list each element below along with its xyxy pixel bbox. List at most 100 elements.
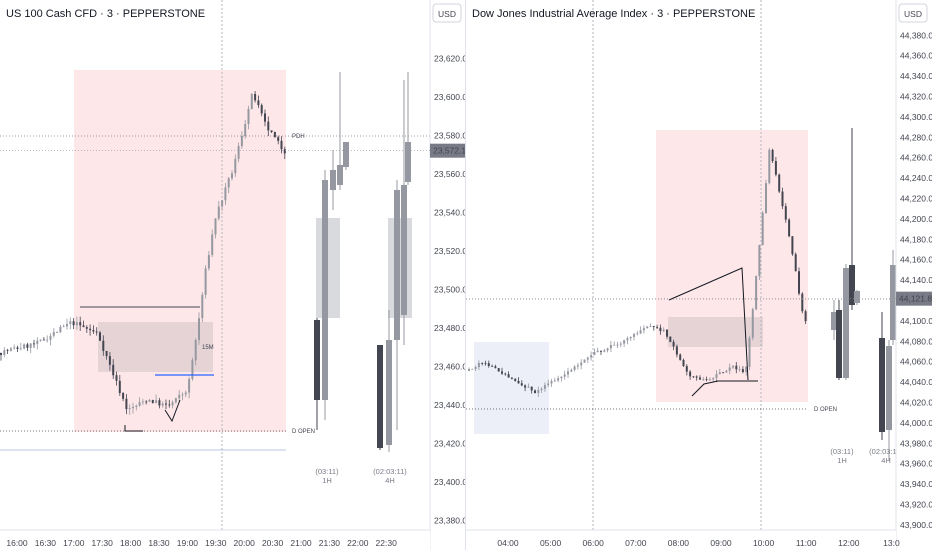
fvg-box: [668, 317, 763, 347]
htf-candle-body: [405, 142, 411, 182]
y-tick-label: 44,220.0: [900, 194, 932, 204]
candle-body: [514, 378, 517, 381]
asia-session-box: [474, 342, 549, 434]
candle-body: [62, 326, 65, 328]
candle-body: [510, 377, 513, 379]
candle-body: [280, 140, 283, 150]
x-tick-label: 13:0: [883, 538, 900, 548]
y-tick-label: 23,600.0: [434, 92, 466, 102]
htf-candle-body: [322, 180, 328, 400]
candle-body: [606, 348, 609, 351]
low-bracket: [124, 425, 143, 432]
candle-body: [283, 149, 286, 154]
x-tick-label: 05:00: [540, 538, 562, 548]
candle-body: [765, 183, 767, 213]
y-tick-label: 44,280.0: [900, 132, 932, 142]
candle-body: [540, 388, 543, 390]
candle-body: [221, 200, 224, 207]
dow-jones-chart-svg[interactable]: (03:11)1H (02:03:11)4H D OPEN USD 44,380.0 44…: [466, 0, 932, 550]
candle-body: [244, 124, 247, 137]
y-tick-label: 23,580.0: [434, 130, 466, 140]
nas100-chart-svg[interactable]: (03:11)1H (02:03:11)4H PDH 15M D OPEN USD 23,6…: [0, 0, 466, 550]
x-tick-label: 17:30: [92, 538, 114, 548]
y-tick-label: 44,300.0: [900, 112, 932, 122]
x-tick-label: 09:00: [710, 538, 732, 548]
candle-body: [550, 381, 553, 384]
candle-body: [16, 347, 19, 349]
candle-body: [609, 345, 612, 349]
x-tick-label: 07:00: [625, 538, 647, 548]
nas100-chart-pane[interactable]: (03:11) 1H (02:03:11) 4H PDH 15M D OPEN USD 23,6…: [0, 0, 466, 550]
candle-body: [527, 386, 530, 388]
dow-jones-chart-pane[interactable]: (03:11) 1H (02:03:11) 4H D OPEN USD 44,380.0 44…: [466, 0, 932, 550]
candle-body: [666, 329, 668, 337]
y-tick-label: 44,100.0: [900, 316, 932, 326]
candle-body: [198, 318, 200, 341]
htf-candle-body: [314, 320, 320, 400]
candle-body: [122, 392, 125, 399]
candle-body: [477, 363, 480, 368]
candle-body: [33, 343, 35, 345]
y-tick-label: 23,380.0: [434, 515, 466, 525]
last-price-tag: [430, 143, 466, 158]
candle-body: [778, 174, 781, 192]
price-axis[interactable]: [896, 0, 932, 550]
candle-body: [204, 268, 207, 295]
candle-body: [141, 401, 144, 403]
candle-body: [52, 332, 55, 336]
candle-body: [784, 206, 787, 220]
y-tick-label: 23,560.0: [434, 169, 466, 179]
candle-body: [669, 336, 672, 342]
candle-body: [695, 376, 698, 378]
candle-body: [267, 121, 270, 131]
candle-body: [534, 390, 536, 393]
candle-body: [254, 93, 257, 101]
currency-button[interactable]: [898, 3, 928, 23]
time-axis[interactable]: [0, 530, 430, 550]
candle-body: [702, 379, 705, 381]
htf-candle-body: [394, 190, 400, 340]
y-tick-label: 43,940.0: [900, 479, 932, 489]
candle-body: [92, 330, 95, 332]
candle-body: [725, 370, 728, 373]
candle-body: [712, 378, 715, 380]
x-tick-label: 22:00: [347, 538, 369, 548]
candle-body: [652, 326, 655, 328]
candle-body: [497, 368, 500, 372]
candle-body: [264, 113, 266, 122]
currency-label: USD: [438, 9, 456, 19]
candle-body: [738, 369, 741, 370]
candle-body: [260, 105, 263, 114]
candle-body: [125, 398, 128, 410]
candle-body: [158, 400, 161, 406]
time-axis[interactable]: [466, 530, 896, 550]
last-price-label: 23,572.1: [433, 146, 466, 156]
x-tick-label: 20:00: [234, 538, 256, 548]
htf-candle-body: [843, 268, 849, 378]
candle-body: [748, 337, 751, 367]
candle-body: [99, 332, 101, 341]
candle-body: [689, 371, 692, 377]
chart-title: US 100 Cash CFD · 3 · PEPPERSTONE: [6, 8, 205, 20]
candle-body: [732, 365, 734, 368]
candle-body: [642, 328, 645, 331]
candle-body: [174, 398, 177, 403]
candle-body: [593, 352, 596, 356]
candle-body: [781, 191, 784, 207]
candle-body: [171, 402, 174, 406]
candle-body: [59, 326, 62, 333]
candle-body: [145, 401, 148, 403]
currency-button[interactable]: [432, 3, 462, 23]
price-axis[interactable]: [430, 0, 466, 550]
candle-body: [240, 136, 243, 147]
candle-body: [468, 368, 470, 371]
candle-body: [758, 245, 761, 277]
candle-body: [181, 394, 184, 396]
htf-candle-body: [343, 142, 349, 167]
x-tick-label: 21:00: [290, 538, 312, 548]
candle-body: [745, 366, 748, 373]
candle-body: [128, 408, 131, 410]
y-tick-label: 44,200.0: [900, 214, 932, 224]
d-open-label: D OPEN: [814, 407, 837, 413]
candle-body: [234, 158, 237, 174]
